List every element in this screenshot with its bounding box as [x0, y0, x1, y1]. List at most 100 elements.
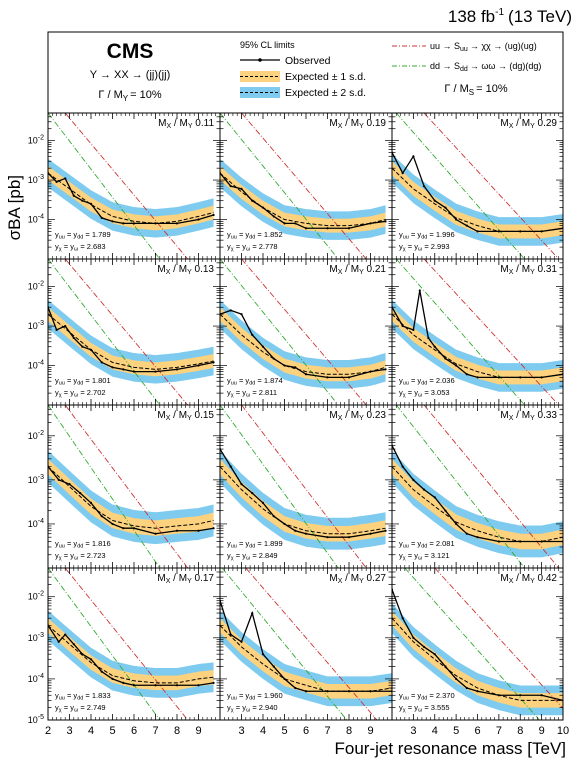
observed-point [422, 645, 426, 649]
mass-ratio-label: MX / MY 0.23 [329, 410, 386, 422]
y-axis-title: σBA [pb] [5, 175, 24, 240]
expected-median-line [48, 172, 214, 224]
expected-1sd-band [220, 458, 386, 542]
coupling-yx-label: yχ = yω = 2.811 [227, 388, 277, 399]
panel-grid: 10-4 10-3 10-2 MX / MY 0.11 yuu = ydd = 1.78… [28, 112, 569, 737]
legend-observed: Observed [240, 55, 331, 67]
legend-box [47, 31, 564, 114]
x-tick-label: 8 [174, 725, 180, 737]
expected-median-line [220, 466, 386, 535]
coupling-yuu-label: yuu = ydd = 1.960 [227, 691, 283, 702]
observed-point [519, 376, 522, 379]
dd-model-line [48, 568, 161, 720]
observed-point [540, 230, 543, 233]
panel-10: 2 3 4 5 6 7 8 9 10-5 10-4 10-3 10-2 MX / MY 0.17 yuu … [28, 567, 221, 737]
process-label: Y → XX → (jj)(jj) [90, 69, 170, 81]
observed-point [304, 227, 308, 230]
observed-point [540, 376, 543, 379]
y-tick-label: 10-3 [28, 474, 44, 485]
observed-point [72, 336, 75, 340]
x-tick-label: 8 [517, 725, 523, 737]
observed-point [433, 653, 436, 656]
dd-model-line [220, 405, 339, 568]
observed-point [251, 199, 254, 202]
observed-point [229, 465, 232, 468]
observed-point [261, 653, 265, 656]
dd-model-line [220, 259, 339, 405]
observed-line [48, 306, 214, 373]
coupling-yx-label: yχ = yω = 3.555 [399, 703, 450, 714]
panel-1: 10-4 10-3 10-2 MX / MY 0.11 yuu = ydd = 1.78… [28, 112, 221, 260]
observed-point [401, 465, 404, 468]
observed-point [89, 348, 93, 351]
observed-point [251, 492, 254, 495]
coupling-yuu-label: yuu = ydd = 1.816 [55, 539, 111, 550]
observed-point [81, 345, 84, 348]
observed-point [100, 361, 103, 364]
mass-ratio-label: MX / MY 0.33 [500, 410, 557, 422]
expected-2sd-band [392, 153, 563, 246]
observed-point [476, 230, 479, 233]
observed-point [122, 527, 125, 530]
observed-point [122, 222, 125, 225]
width-text: Γ / M [98, 89, 122, 101]
observed-point [81, 653, 84, 656]
mass-ratio-label: MX / MY 0.27 [329, 573, 386, 585]
observed-point [401, 172, 404, 175]
observed-point [476, 536, 479, 539]
lumi-value: 138 fb [448, 7, 495, 26]
expected-1sd-band [48, 618, 214, 691]
panel-12: 3 4 5 6 7 8 9 10 MX / MY 0.42 yuu = ydd = 2.370yχ… [391, 567, 569, 737]
expected-median-line [392, 617, 563, 701]
coupling-yuu-label: yuu = ydd = 2.036 [399, 376, 455, 387]
observed-point [294, 366, 297, 369]
uu-model-line [64, 113, 189, 259]
expected-median-line [392, 167, 563, 232]
uu-model-line [241, 113, 367, 259]
observed-point [111, 522, 114, 526]
observed-point [89, 501, 93, 505]
x-tick-label: 6 [474, 725, 480, 737]
observed-point [89, 202, 93, 205]
x-tick-label: 3 [410, 725, 416, 737]
observed-point [261, 206, 265, 209]
observed-point [64, 324, 67, 328]
legend-uu-label: uu → Suu → χχ → (ug)(ug) [430, 41, 537, 53]
mass-ratio-label: MX / MY 0.17 [157, 573, 214, 585]
observed-point [64, 633, 67, 636]
coupling-yx-label: yχ = yω = 2.778 [227, 242, 278, 253]
observed-point [229, 309, 232, 312]
x-tick-label: 5 [453, 725, 459, 737]
legend-expected-2sd: Expected ± 2 s.d. [240, 87, 366, 99]
coupling-yx-label: yχ = yω = 2.993 [399, 242, 450, 253]
observed-point [57, 640, 60, 643]
observed-line [48, 172, 214, 225]
cl-title: 95% CL limits [240, 40, 295, 50]
expected-1sd-band [48, 166, 214, 231]
observed-point [175, 684, 179, 687]
panel-4: 10-4 10-3 10-2 MX / MY 0.13 yuu = ydd = 1.80… [28, 258, 221, 406]
observed-point [326, 227, 329, 230]
y-tick-label: 10-5 [28, 714, 44, 725]
coupling-yuu-label: yuu = ydd = 1.833 [55, 691, 111, 702]
observed-point [540, 540, 543, 543]
x-tick-label: 4 [88, 725, 94, 737]
observed-point [240, 483, 243, 486]
observed-point [304, 690, 308, 693]
observed-point [433, 496, 436, 499]
x-tick-label: 7 [324, 725, 330, 737]
x-tick-label: 8 [346, 725, 352, 737]
observed-point [154, 222, 157, 225]
mass-ratio-label: MX / MY 0.11 [158, 118, 214, 130]
observed-point [240, 640, 243, 643]
expected-median-line [392, 466, 563, 542]
y-tick-label: 10-2 [28, 281, 44, 292]
ms-width-label: Γ / MS = 10% [444, 83, 507, 97]
lumi-exponent: -1 [495, 7, 504, 18]
coupling-yuu-label: yuu = ydd = 1.852 [227, 230, 283, 241]
observed-point [455, 522, 458, 526]
coupling-yuu-label: yuu = ydd = 1.801 [55, 376, 111, 387]
mass-ratio-label: MX / MY 0.19 [329, 118, 386, 130]
